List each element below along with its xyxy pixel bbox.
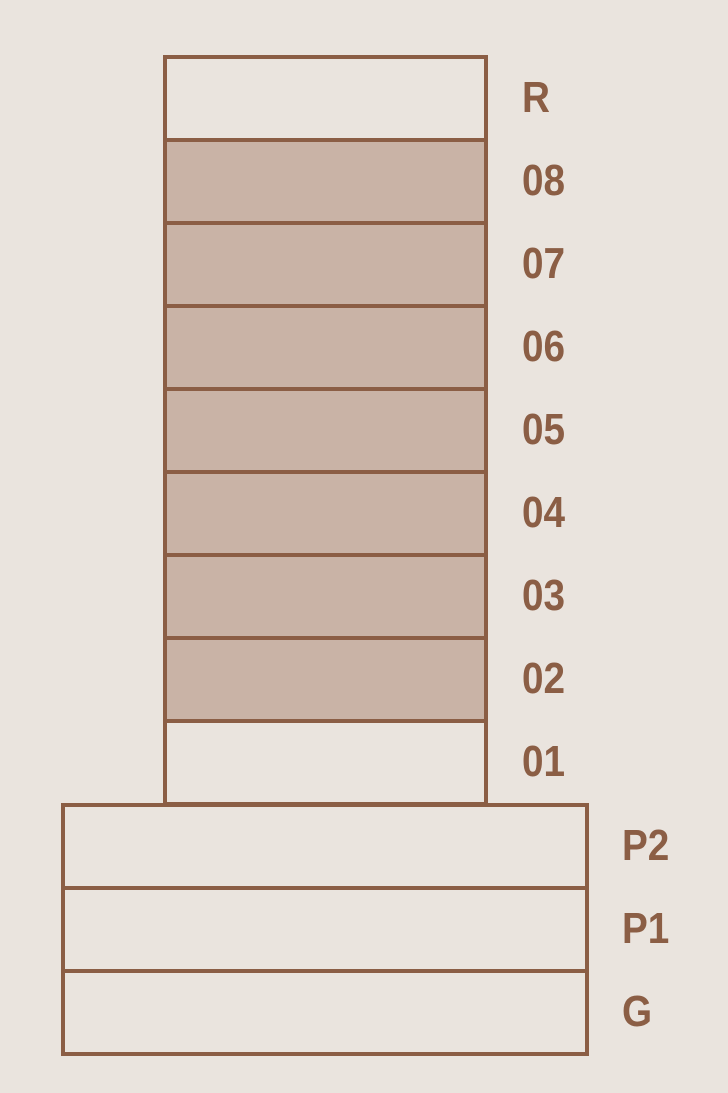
floor-label: 02 xyxy=(522,653,565,703)
floor xyxy=(163,719,488,806)
floor xyxy=(61,886,589,973)
floor xyxy=(163,553,488,640)
floor xyxy=(163,636,488,723)
floor-label: G xyxy=(622,986,652,1036)
floor xyxy=(163,304,488,391)
floor-label: 05 xyxy=(522,404,565,454)
floor-label: P1 xyxy=(622,903,669,953)
floor-label: 07 xyxy=(522,238,565,288)
floor xyxy=(163,55,488,142)
floor-label: 01 xyxy=(522,736,565,786)
floor-label: R xyxy=(522,72,550,122)
floor xyxy=(163,221,488,308)
floor xyxy=(163,470,488,557)
floor xyxy=(163,138,488,225)
floor-label: 08 xyxy=(522,155,565,205)
floor xyxy=(61,803,589,890)
floor xyxy=(163,387,488,474)
floor xyxy=(61,969,589,1056)
floor-label: 06 xyxy=(522,321,565,371)
floor-label: 03 xyxy=(522,570,565,620)
floor-label: P2 xyxy=(622,820,669,870)
floor-label: 04 xyxy=(522,487,565,537)
